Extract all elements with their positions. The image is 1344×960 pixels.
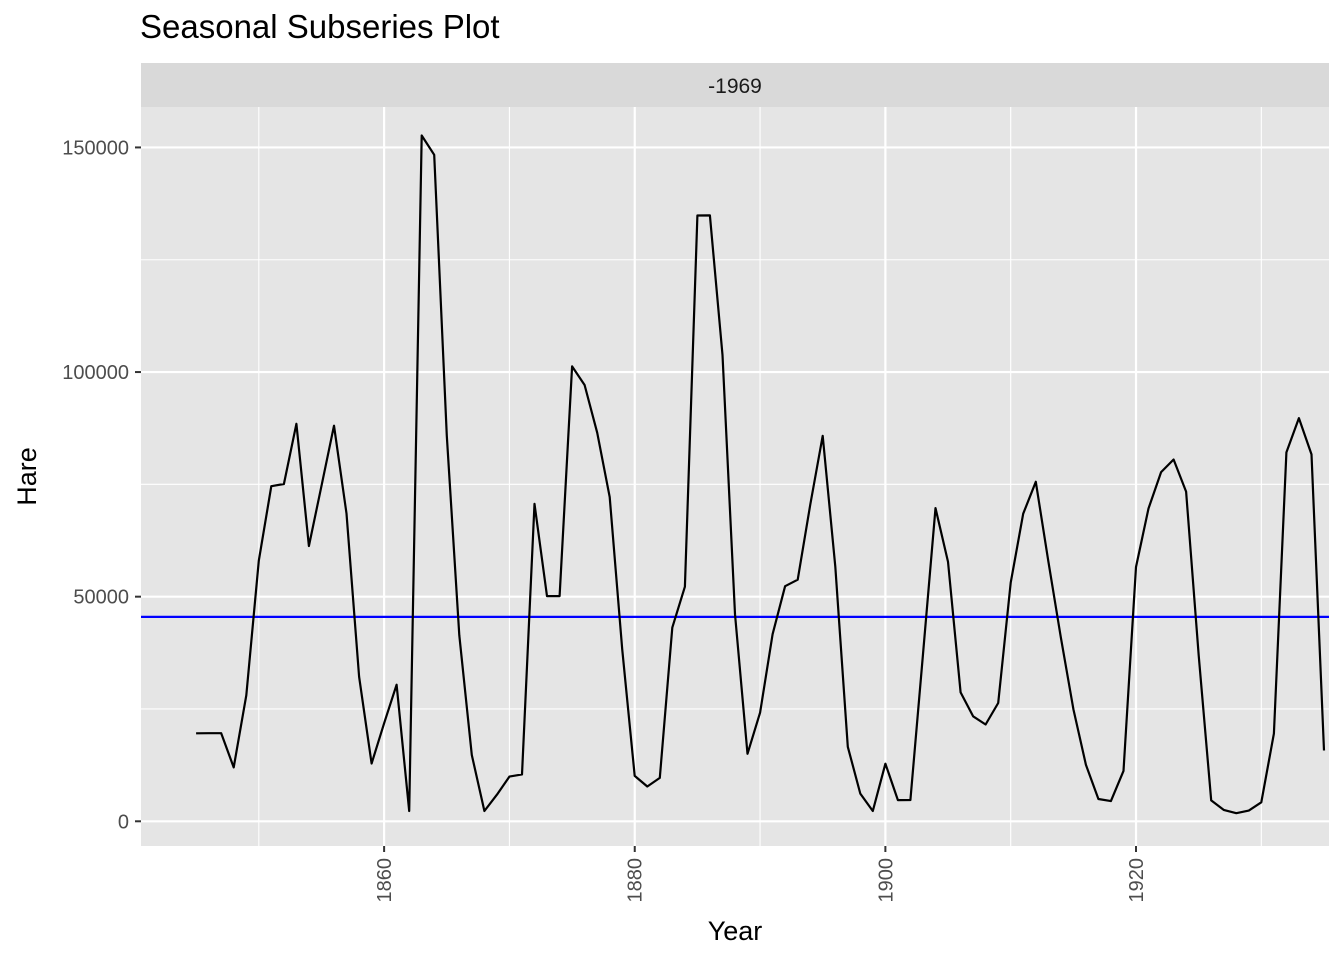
axes: 0 50000 100000 150000 1860 1880 1900 1920 — [62, 137, 1148, 902]
x-axis-label: Year — [708, 916, 763, 946]
grid-lines — [141, 107, 1329, 846]
facet-strip — [141, 63, 1329, 107]
series-layer — [141, 134, 1329, 815]
series-line — [196, 134, 1326, 815]
y-tick-label: 150000 — [62, 137, 129, 159]
facet-strip-label: -1969 — [708, 75, 762, 98]
plot-panel — [141, 107, 1329, 846]
y-tick-label: 0 — [118, 811, 129, 833]
chart-title: Seasonal Subseries Plot — [140, 8, 500, 45]
y-tick-label: 100000 — [62, 362, 129, 384]
x-tick-label: 1900 — [875, 858, 897, 903]
y-tick-label: 50000 — [73, 587, 129, 609]
x-tick-label: 1920 — [1126, 858, 1148, 903]
x-tick-label: 1860 — [374, 858, 396, 903]
x-tick-label: 1880 — [625, 858, 647, 903]
y-axis-label: Hare — [12, 447, 42, 506]
